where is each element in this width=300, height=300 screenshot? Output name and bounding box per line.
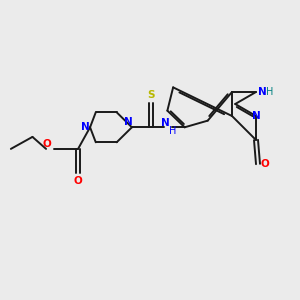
Text: O: O	[261, 159, 269, 169]
Text: N: N	[252, 111, 260, 121]
Text: H: H	[169, 126, 177, 136]
Text: O: O	[74, 176, 82, 186]
Text: N: N	[81, 122, 89, 132]
Text: O: O	[43, 139, 51, 149]
Text: H: H	[266, 87, 274, 97]
Text: N: N	[258, 87, 266, 97]
Text: N: N	[124, 117, 133, 127]
Text: N: N	[161, 118, 170, 128]
Text: S: S	[147, 90, 155, 100]
